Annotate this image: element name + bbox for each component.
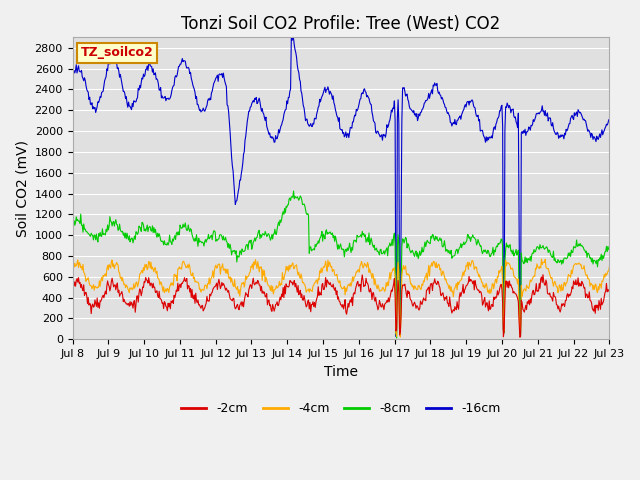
- X-axis label: Time: Time: [324, 365, 358, 379]
- Y-axis label: Soil CO2 (mV): Soil CO2 (mV): [15, 140, 29, 237]
- Title: Tonzi Soil CO2 Profile: Tree (West) CO2: Tonzi Soil CO2 Profile: Tree (West) CO2: [181, 15, 500, 33]
- Text: TZ_soilco2: TZ_soilco2: [81, 47, 154, 60]
- Legend: -2cm, -4cm, -8cm, -16cm: -2cm, -4cm, -8cm, -16cm: [177, 397, 506, 420]
